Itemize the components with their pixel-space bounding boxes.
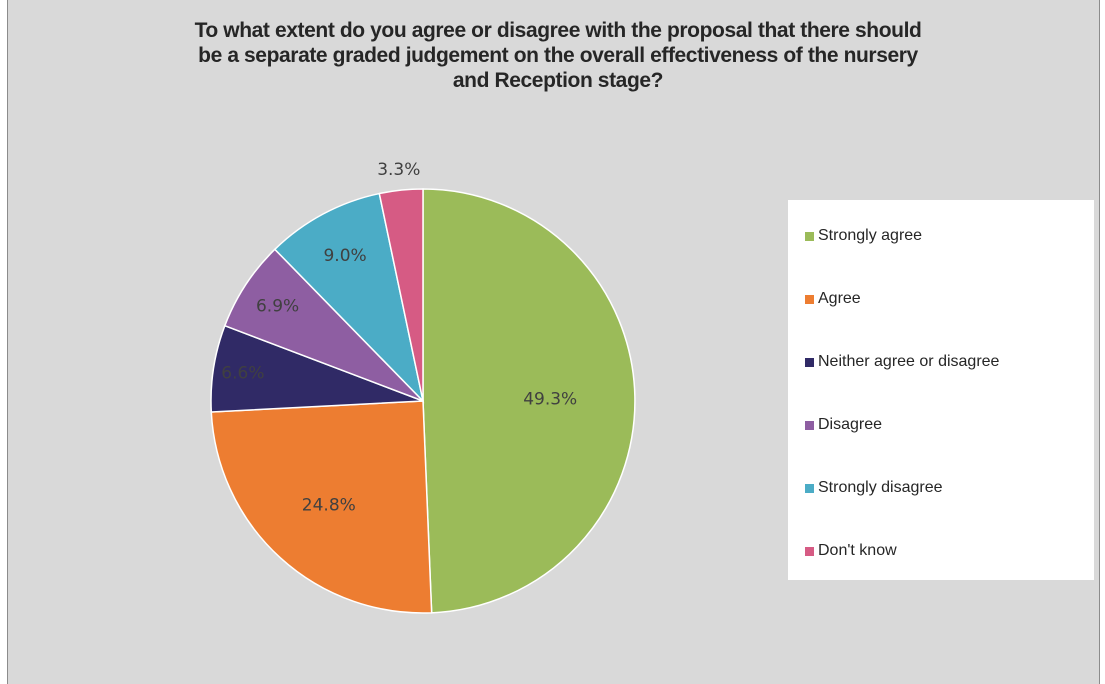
legend-swatch [805,421,814,430]
data-label: 24.8% [302,495,356,515]
data-label: 9.0% [323,246,366,266]
chart-title-line-3: and Reception stage? [452,69,664,92]
legend-swatch [805,547,814,556]
legend-swatch [805,295,814,304]
legend-label: Agree [818,290,861,307]
data-label: 3.3% [377,160,420,180]
pie-slice-don-t-know [378,188,424,402]
pie-slice-strongly-agree [422,188,636,614]
legend-swatch [805,484,814,493]
pie-data-labels: 49.3% 24.8% 6.6% 6.9% 9.0% 3.3% [221,160,577,515]
chart-title: To what extent do you agree or disagree … [108,18,1008,93]
legend-label: Disagree [818,416,883,433]
legend-label: Neither agree or disagree [818,353,1000,370]
legend-label: Strongly agree [818,227,923,244]
legend-label: Don't know [818,542,897,559]
legend-item-neither: Neither agree or disagree [788,353,1094,416]
legend-label: Strongly disagree [818,479,943,496]
data-label: 6.6% [221,364,264,384]
legend-item-strongly-agree: Strongly agree [788,227,1094,290]
pie-slices [210,188,636,614]
legend-item-disagree: Disagree [788,416,1094,479]
chart-title-line-1: To what extent do you agree or disagree … [194,19,922,42]
pie-slice-agree [210,400,433,614]
pie-slice-strongly-disagree [273,192,425,404]
chart-title-line-2: be a separate graded judgement on the ov… [198,44,918,67]
legend-item-agree: Agree [788,290,1094,353]
legend-swatch [805,358,814,367]
data-label: 49.3% [523,389,577,409]
legend: Strongly agree Agree Neither agree or di… [788,200,1094,580]
legend-swatch [805,232,814,241]
data-label: 6.9% [256,297,299,317]
legend-item-dont-know: Don't know [788,542,1094,605]
legend-item-strongly-disagree: Strongly disagree [788,479,1094,542]
